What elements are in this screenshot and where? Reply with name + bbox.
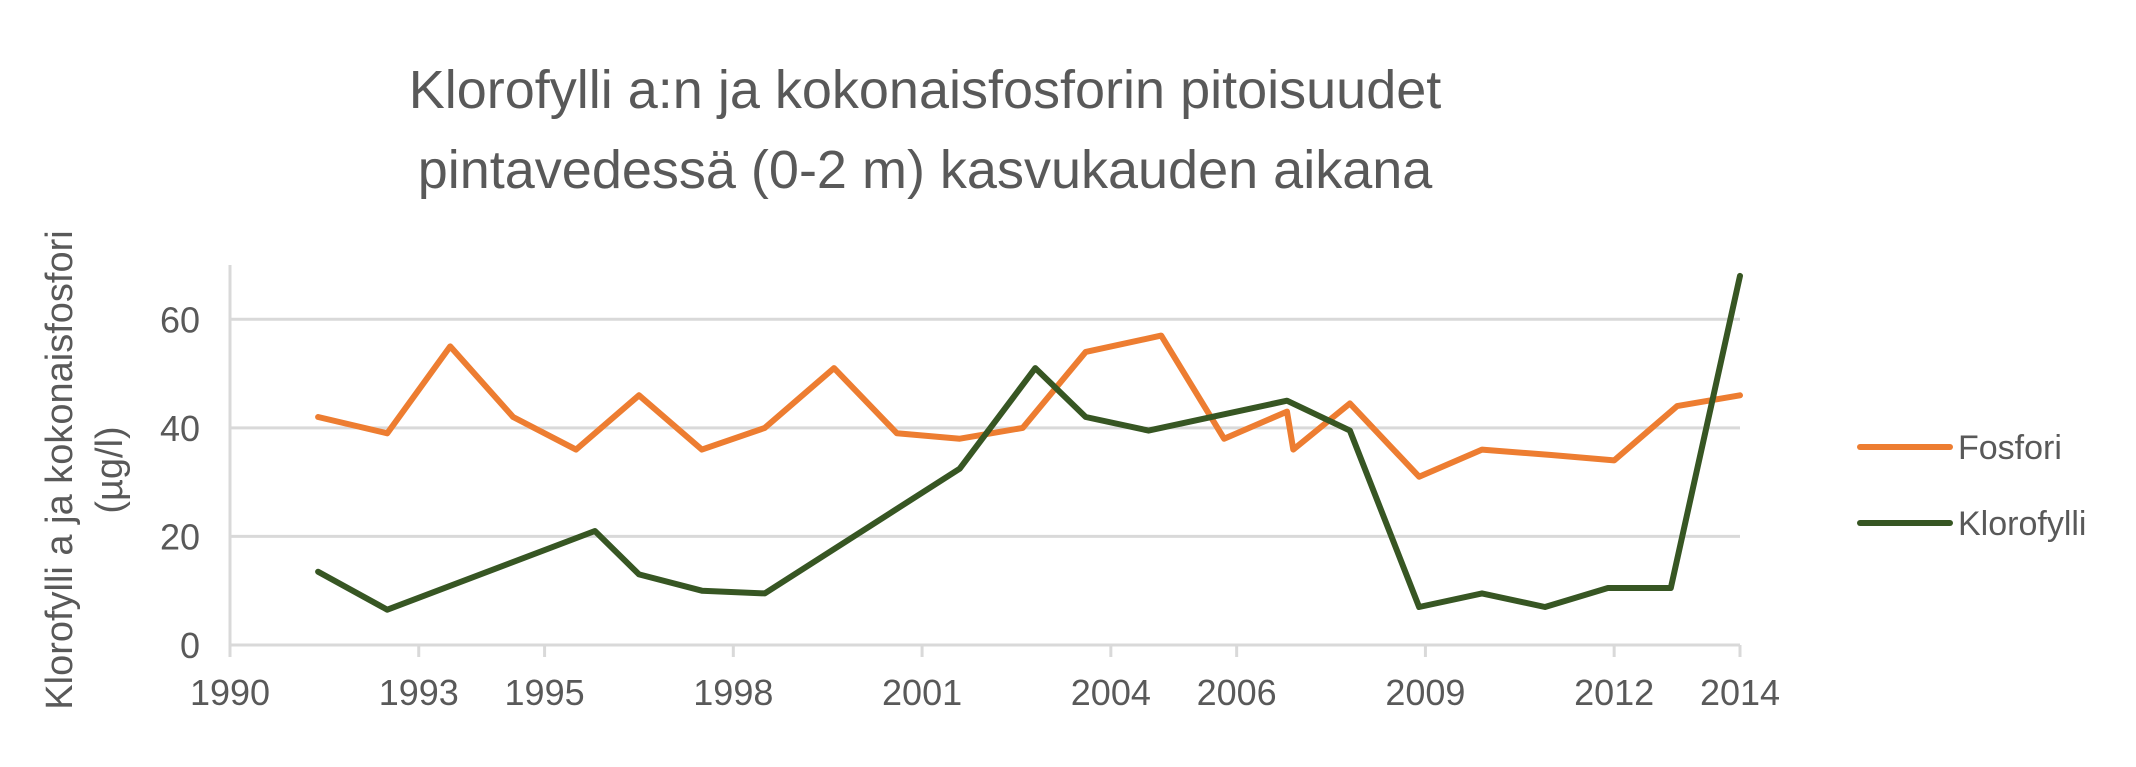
y-tick-label: 0	[180, 625, 200, 666]
series-lines	[315, 272, 1743, 613]
legend: Fosfori Klorofylli	[1857, 429, 2086, 543]
legend-label-klorofylli: Klorofylli	[1958, 505, 2086, 543]
y-tick-label: 20	[160, 516, 200, 557]
x-tick-label: 2006	[1197, 672, 1277, 713]
series-line-fosfori	[315, 332, 1743, 480]
x-tick-label: 1995	[505, 672, 585, 713]
chart-title: Klorofylli a:n ja kokonaisfosforin pitoi…	[409, 60, 1442, 200]
series-line-klorofylli	[315, 272, 1743, 613]
y-axis-title-unit: (µg/l)	[89, 426, 131, 513]
x-tick-label: 1990	[190, 672, 270, 713]
x-tick-label: 2001	[882, 672, 962, 713]
gridlines	[230, 317, 1740, 538]
y-axis-title-line-1: Klorofylli a ja kokonaisfosfori	[39, 230, 81, 709]
x-tick-label: 2004	[1071, 672, 1151, 713]
y-axis-title: Klorofylli a ja kokonaisfosfori (µg/l)	[39, 230, 131, 709]
y-tick-label: 60	[160, 299, 200, 340]
x-tick-label: 2009	[1385, 672, 1465, 713]
x-tick-label: 2012	[1574, 672, 1654, 713]
chart-title-line-2: pintavedessä (0-2 m) kasvukauden aikana	[418, 140, 1434, 200]
y-tick-label: 40	[160, 408, 200, 449]
x-tick-label: 1993	[379, 672, 459, 713]
axes	[228, 265, 1742, 657]
x-tick-labels: 1990 1993 1995 1998 2001 2004 2006 2009 2012 2014	[190, 672, 1780, 713]
x-tick-label: 1998	[693, 672, 773, 713]
legend-label-fosfori: Fosfori	[1958, 429, 2062, 467]
chart-title-line-1: Klorofylli a:n ja kokonaisfosforin pitoi…	[409, 60, 1442, 120]
x-tick-label: 2014	[1700, 672, 1780, 713]
y-tick-labels: 0 20 40 60	[160, 299, 200, 666]
